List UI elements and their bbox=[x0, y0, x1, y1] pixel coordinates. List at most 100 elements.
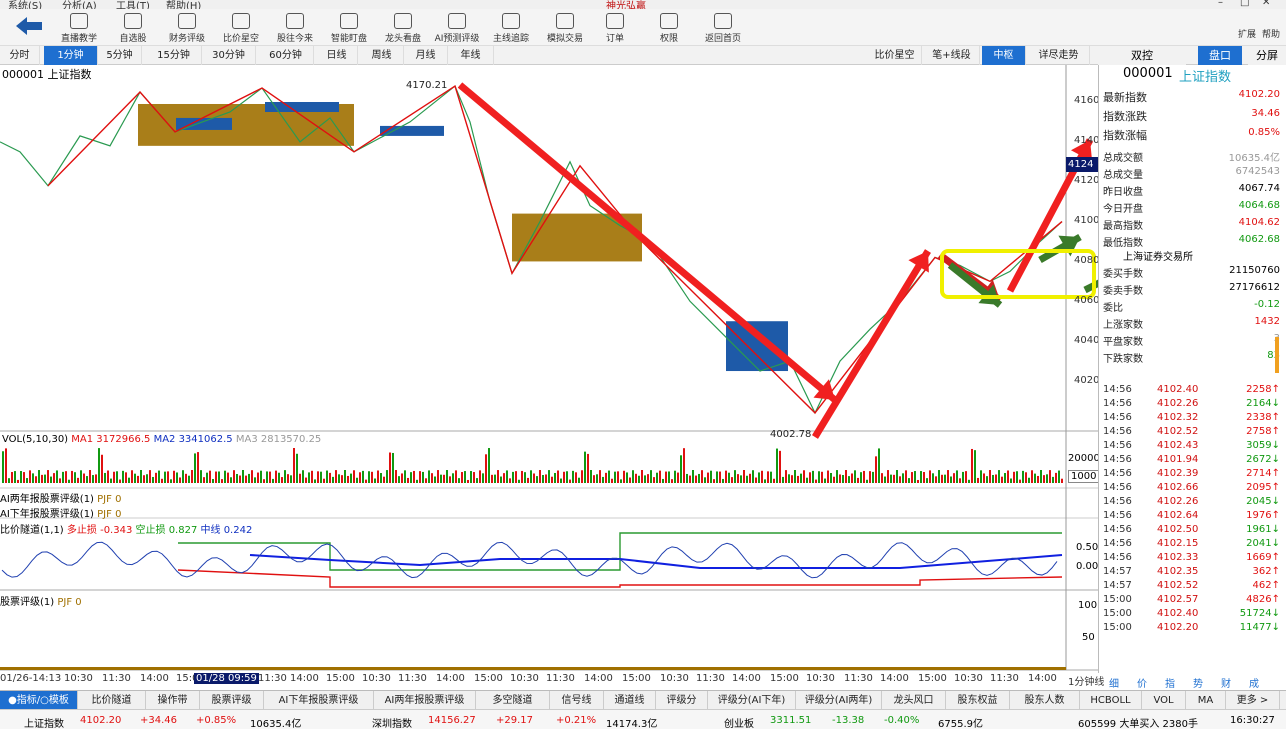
indicator-tab-9[interactable]: 评级分 bbox=[656, 691, 708, 710]
menu-help[interactable]: 帮助(H) bbox=[166, 1, 202, 9]
tick-time: 14:56 bbox=[1103, 468, 1132, 479]
volume-bar bbox=[776, 448, 778, 483]
volume-bar bbox=[557, 470, 559, 483]
period-tab-5[interactable]: 60分钟 bbox=[258, 46, 314, 65]
indicator-tab-6[interactable]: 多空隧道 bbox=[476, 691, 550, 710]
menu-analysis[interactable]: 分析(A) bbox=[62, 1, 97, 9]
indicator-tab-18[interactable]: 更多 > bbox=[1226, 691, 1280, 710]
tick-row: 14:56 4102.66 2095↑ bbox=[1103, 482, 1280, 496]
indicator-tab-8[interactable]: 通道线 bbox=[604, 691, 656, 710]
tab-dual-control[interactable]: 双控 bbox=[1098, 46, 1186, 65]
tab-order-book[interactable]: 盘口 bbox=[1198, 46, 1242, 65]
indicator-tab-13[interactable]: 股东权益 bbox=[946, 691, 1010, 710]
period-tab-6[interactable]: 日线 bbox=[316, 46, 358, 65]
toolbar-label-9: 模拟交易 bbox=[546, 34, 583, 44]
side-tab-0[interactable]: 细 bbox=[1109, 679, 1119, 690]
chart-tool-2[interactable]: 中枢 bbox=[982, 46, 1026, 65]
time-tick: 11:30 bbox=[258, 673, 287, 684]
quote-value: 4062.68 bbox=[1238, 234, 1280, 245]
trend-arrow-down bbox=[457, 82, 838, 403]
toolbar-item-6[interactable]: 龙头看盘 bbox=[376, 13, 430, 44]
volume-bar bbox=[269, 471, 271, 483]
news-ticker[interactable]: 605599 大单买入 2380手 bbox=[1078, 719, 1198, 730]
side-tab-1[interactable]: 价 bbox=[1137, 679, 1147, 690]
volume-bar bbox=[641, 470, 643, 483]
toolbar-item-3[interactable]: 比价星空 bbox=[214, 13, 268, 44]
toolbar-icon-5 bbox=[340, 13, 358, 29]
chart-tool-3[interactable]: 详尽走势 bbox=[1028, 46, 1090, 65]
toolbar-item-5[interactable]: 智能盯盘 bbox=[322, 13, 376, 44]
maximize-icon[interactable]: □ bbox=[1240, 0, 1250, 8]
period-tab-0[interactable]: 分时 bbox=[0, 46, 40, 65]
depth-value: 1432 bbox=[1254, 316, 1280, 327]
toolbar-item-2[interactable]: 财务评级 bbox=[160, 13, 214, 44]
volume-bar bbox=[86, 476, 88, 483]
volume-bar bbox=[596, 474, 598, 483]
minimize-icon[interactable]: – bbox=[1218, 0, 1223, 8]
back-arrow-icon[interactable] bbox=[16, 17, 42, 35]
indicator-tab-17[interactable]: MA bbox=[1186, 691, 1226, 710]
volume-bar bbox=[206, 472, 208, 483]
toolbar-item-0[interactable]: 直播教学 bbox=[52, 13, 106, 44]
indicator-tab-2[interactable]: 操作带 bbox=[146, 691, 200, 710]
indicator-tab-5[interactable]: AI两年报股票评级 bbox=[374, 691, 476, 710]
indicator-tab-0[interactable]: ●指标/○模板 bbox=[0, 691, 78, 710]
toolbar-item-10[interactable]: 订单 bbox=[588, 13, 642, 44]
indicator-tab-11[interactable]: 评级分(AI两年) bbox=[796, 691, 882, 710]
cy-name[interactable]: 创业板 bbox=[724, 719, 754, 730]
indicator-tab-16[interactable]: VOL bbox=[1142, 691, 1186, 710]
indicator-tab-15[interactable]: HCBOLL bbox=[1080, 691, 1142, 710]
expand-button[interactable]: 扩展 bbox=[1238, 30, 1257, 40]
period-tab-2[interactable]: 5分钟 bbox=[98, 46, 142, 65]
tab-split-screen[interactable]: 分屏 bbox=[1248, 46, 1286, 65]
forecast-arrow-head bbox=[1058, 235, 1080, 257]
chart-tool-1[interactable]: 笔+线段 bbox=[924, 46, 980, 65]
volume-bar bbox=[128, 477, 130, 483]
indicator-tab-3[interactable]: 股票评级 bbox=[200, 691, 264, 710]
indicator-tab-7[interactable]: 信号线 bbox=[550, 691, 604, 710]
period-tab-7[interactable]: 周线 bbox=[360, 46, 404, 65]
indicator-tab-10[interactable]: 评级分(AI下年) bbox=[708, 691, 796, 710]
volume-bar bbox=[71, 470, 73, 483]
menu-tools[interactable]: 工具(T) bbox=[116, 1, 150, 9]
chart-tool-0[interactable]: 比价星空 bbox=[868, 46, 922, 65]
period-tab-3[interactable]: 15分钟 bbox=[146, 46, 202, 65]
volume-bar bbox=[104, 472, 106, 483]
toolbar-item-7[interactable]: AI预测评级 bbox=[430, 13, 484, 44]
menu-system[interactable]: 系统(S) bbox=[8, 1, 43, 9]
sz-name[interactable]: 深圳指数 bbox=[372, 719, 412, 730]
volume-bar bbox=[851, 473, 853, 483]
exchange-label: 上海证券交易所 bbox=[1123, 252, 1193, 263]
toolbar-item-9[interactable]: 模拟交易 bbox=[538, 13, 592, 44]
quote-row: 总成交额 10635.4亿 bbox=[1103, 147, 1280, 164]
sh-name[interactable]: 上证指数 bbox=[24, 719, 64, 730]
toolbar-item-11[interactable]: 权限 bbox=[642, 13, 696, 44]
toolbar-item-8[interactable]: 主线追踪 bbox=[484, 13, 538, 44]
side-tab-2[interactable]: 指 bbox=[1165, 679, 1175, 690]
indicator-tab-14[interactable]: 股东人数 bbox=[1010, 691, 1080, 710]
toolbar-item-4[interactable]: 股往今来 bbox=[268, 13, 322, 44]
ind3-ytick-1: 0.50 bbox=[1076, 542, 1099, 553]
vol-ytick-2: 1000 bbox=[1068, 470, 1100, 483]
toolbar-item-1[interactable]: 自选股 bbox=[106, 13, 160, 44]
side-tab-3[interactable]: 势 bbox=[1193, 679, 1203, 690]
tick-time: 14:56 bbox=[1103, 426, 1132, 437]
period-tab-9[interactable]: 年线 bbox=[448, 46, 494, 65]
side-tab-5[interactable]: 成 bbox=[1249, 679, 1259, 690]
period-tab-4[interactable]: 30分钟 bbox=[202, 46, 256, 65]
indicator-tab-12[interactable]: 龙头风口 bbox=[882, 691, 946, 710]
toolbar-item-12[interactable]: 返回首页 bbox=[696, 13, 750, 44]
volume-bar bbox=[548, 470, 550, 483]
indicator-tab-4[interactable]: AI下年报股票评级 bbox=[264, 691, 374, 710]
volume-bar bbox=[1043, 475, 1045, 483]
volume-bar bbox=[608, 470, 610, 483]
period-tab-1[interactable]: 1分钟 bbox=[44, 46, 98, 65]
period-tab-8[interactable]: 月线 bbox=[404, 46, 448, 65]
chart-area[interactable]: 000001 上证指数 4170.21 4002.78 4124 4160 414… bbox=[0, 65, 1127, 688]
side-tab-4[interactable]: 财 bbox=[1221, 679, 1231, 690]
kline-chart[interactable] bbox=[0, 65, 1127, 673]
volume-bar bbox=[800, 473, 802, 483]
close-icon[interactable]: ✕ bbox=[1262, 0, 1271, 8]
help-button[interactable]: 帮助 bbox=[1262, 30, 1281, 40]
indicator-tab-1[interactable]: 比价隧道 bbox=[78, 691, 146, 710]
